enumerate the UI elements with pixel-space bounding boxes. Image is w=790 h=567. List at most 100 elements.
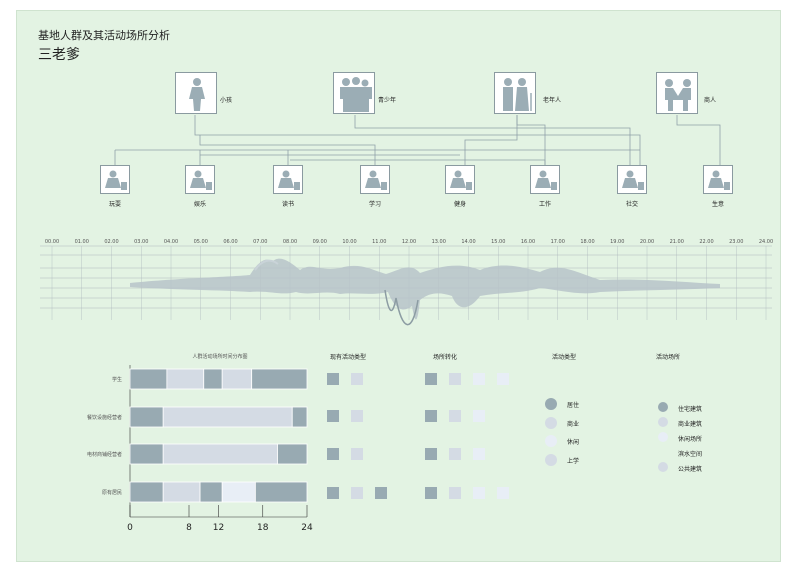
place-legend-label: 住宅建筑 bbox=[678, 406, 703, 413]
existing-header: 现有活动类型 bbox=[330, 354, 367, 361]
place-legend-label: 公共建筑 bbox=[678, 466, 703, 473]
place-conversion-swatch bbox=[473, 410, 485, 422]
existing-activity-swatch bbox=[351, 373, 363, 385]
group-label-merchants: 商人 bbox=[704, 97, 717, 104]
group-box-child bbox=[175, 72, 217, 114]
x-tick-label: 24 bbox=[301, 523, 313, 533]
category-label: 学生 bbox=[112, 376, 122, 383]
place-header: 场所转化 bbox=[433, 354, 458, 361]
group-box-elderly bbox=[494, 72, 536, 114]
time-tick: 00.00 bbox=[45, 239, 59, 245]
time-tick: 01.00 bbox=[75, 239, 89, 245]
time-tick: 17.00 bbox=[551, 239, 565, 245]
x-tick-label: 8 bbox=[186, 523, 192, 533]
place-legend-label: 滨水空间 bbox=[678, 451, 703, 458]
place-legend-label: 商业建筑 bbox=[678, 421, 703, 428]
bar-segment bbox=[129, 443, 164, 465]
place-legend-marker bbox=[658, 432, 668, 442]
time-tick: 10.00 bbox=[342, 239, 356, 245]
time-tick: 02.00 bbox=[104, 239, 118, 245]
time-tick: 03.00 bbox=[134, 239, 148, 245]
time-tick: 24.00 bbox=[759, 239, 773, 245]
activity-legend-marker bbox=[545, 398, 557, 410]
social-icon bbox=[617, 165, 647, 194]
existing-activity-swatch bbox=[327, 410, 339, 422]
bar-segment bbox=[162, 406, 293, 428]
activity-legend-marker bbox=[545, 453, 557, 466]
time-tick: 05.00 bbox=[194, 239, 208, 245]
activity-legend-header: 活动类型 bbox=[552, 354, 577, 361]
reading-icon bbox=[273, 165, 303, 194]
business-icon bbox=[703, 165, 733, 194]
time-tick: 22.00 bbox=[699, 239, 713, 245]
time-tick: 20.00 bbox=[640, 239, 654, 245]
fitness-icon bbox=[445, 165, 475, 194]
bar-segment bbox=[199, 481, 223, 503]
time-tick: 06.00 bbox=[223, 239, 237, 245]
group-label-youth: 青少年 bbox=[378, 97, 397, 104]
activity-legend-marker bbox=[545, 435, 557, 447]
time-tick: 16.00 bbox=[521, 239, 535, 245]
time-tick: 09.00 bbox=[313, 239, 327, 245]
activity-legend-marker bbox=[545, 416, 557, 429]
category-label: 餐饮设施经营者 bbox=[87, 414, 122, 421]
youth-group-icon bbox=[340, 77, 372, 112]
existing-activity-swatch bbox=[375, 487, 387, 499]
group-label-elderly: 老年人 bbox=[543, 97, 562, 104]
activity-label: 娱乐 bbox=[194, 201, 207, 208]
time-tick: 15.00 bbox=[491, 239, 505, 245]
activity-legend-label: 上学 bbox=[567, 457, 580, 465]
time-tick: 11.00 bbox=[372, 239, 386, 245]
time-tick: 18.00 bbox=[580, 239, 594, 245]
category-label: 原有居民 bbox=[102, 489, 122, 496]
x-tick-label: 12 bbox=[213, 523, 224, 533]
place-conversion-swatch bbox=[449, 373, 461, 385]
place-legend-marker bbox=[658, 447, 668, 457]
page-subtitle: 三老爹 bbox=[38, 47, 80, 63]
place-conversion-swatch bbox=[449, 448, 461, 460]
bar-segment bbox=[162, 443, 278, 465]
activity-label: 社交 bbox=[626, 201, 639, 208]
activity-label: 读书 bbox=[282, 201, 295, 208]
time-tick: 14.00 bbox=[461, 239, 475, 245]
group-label-child: 小孩 bbox=[220, 97, 233, 104]
bar-segment bbox=[277, 443, 308, 465]
bar-segment bbox=[254, 481, 308, 503]
activity-label: 学习 bbox=[369, 201, 382, 208]
work-icon bbox=[530, 165, 560, 194]
time-tick: 19.00 bbox=[610, 239, 624, 245]
time-tick: 13.00 bbox=[432, 239, 446, 245]
activity-legend-label: 商业 bbox=[567, 420, 580, 428]
time-tick: 04.00 bbox=[164, 239, 178, 245]
place-legend-marker bbox=[658, 402, 668, 412]
existing-activity-swatch bbox=[327, 448, 339, 460]
x-tick-label: 18 bbox=[257, 523, 269, 533]
activity-label: 健身 bbox=[454, 201, 467, 208]
merchants-icon bbox=[665, 79, 691, 111]
group-box-merchants bbox=[656, 72, 698, 114]
category-label: 电材商铺经营者 bbox=[87, 451, 122, 458]
bar-segment bbox=[162, 481, 201, 503]
time-axis: 00.00 01.00 02.00 03.00 04.00 05.00 06.00 07.00… bbox=[45, 239, 773, 245]
time-tick: 07.00 bbox=[253, 239, 267, 245]
activity-legend-label: 休闲 bbox=[567, 439, 580, 446]
play-icon bbox=[100, 165, 130, 194]
place-conversion-swatch bbox=[449, 487, 461, 499]
bar-segment bbox=[203, 368, 223, 390]
place-conversion-swatch bbox=[497, 487, 509, 499]
activity-label: 生意 bbox=[712, 201, 725, 208]
place-conversion-swatch bbox=[473, 448, 485, 460]
bar-segment bbox=[221, 368, 253, 390]
place-legend-marker bbox=[658, 462, 668, 472]
bar-segment bbox=[291, 406, 308, 428]
activity-label: 玩耍 bbox=[109, 201, 122, 208]
place-conversion-swatch bbox=[473, 487, 485, 499]
existing-activity-swatch bbox=[351, 487, 363, 499]
bar-segment bbox=[129, 368, 168, 390]
child-silhouette-icon bbox=[189, 78, 205, 111]
place-legend-header: 活动场所 bbox=[656, 354, 681, 361]
place-conversion-swatch bbox=[473, 373, 485, 385]
